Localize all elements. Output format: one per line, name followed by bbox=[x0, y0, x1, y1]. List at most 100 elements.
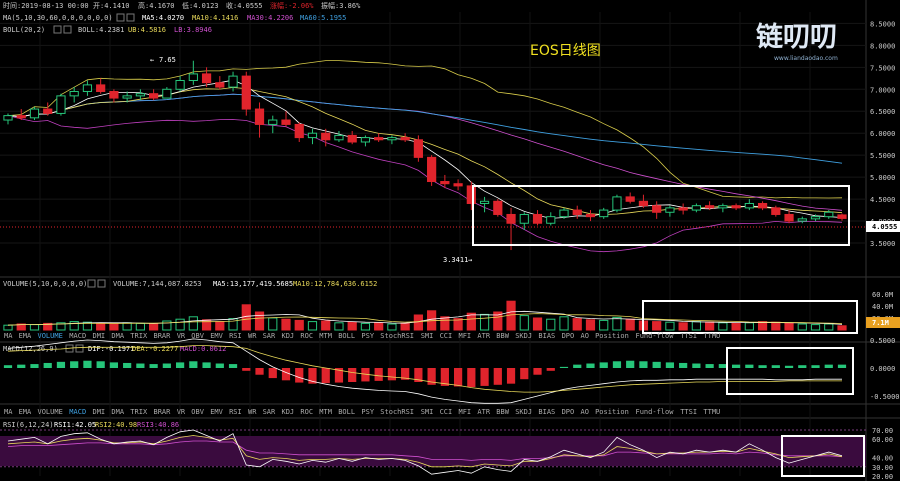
volume-close-icon[interactable] bbox=[97, 279, 106, 288]
macd-bar bbox=[83, 360, 92, 368]
indicator-tab[interactable]: BIAS bbox=[538, 408, 555, 416]
boll-settings-icon[interactable] bbox=[53, 25, 62, 34]
indicator-tab[interactable]: StochRSI bbox=[380, 332, 414, 340]
indicator-tab[interactable]: DMI bbox=[93, 408, 106, 416]
indicator-tab[interactable]: TRIX bbox=[130, 408, 148, 416]
candle-body bbox=[572, 209, 582, 215]
indicator-tab[interactable]: AO bbox=[581, 408, 589, 416]
indicator-tab[interactable]: VR bbox=[177, 408, 186, 416]
indicator-tab[interactable]: OBV bbox=[191, 332, 204, 340]
indicator-tabs-row-2[interactable]: MA EMA VOLUME MACD DMI DMA TRIX BRAR VR OBV EMV RSI… bbox=[4, 408, 720, 416]
indicator-tab[interactable]: VOLUME bbox=[38, 408, 63, 416]
indicator-tab[interactable]: SMI bbox=[421, 332, 434, 340]
indicator-tab[interactable]: TTSI bbox=[680, 332, 697, 340]
indicator-tab[interactable]: Position bbox=[595, 408, 629, 416]
indicator-tab[interactable]: BRAR bbox=[154, 408, 172, 416]
indicator-tab[interactable]: DMI bbox=[93, 332, 106, 340]
indicator-tab[interactable]: Fund-flow bbox=[636, 408, 675, 416]
indicator-tab[interactable]: ROC bbox=[300, 408, 313, 416]
indicator-tab[interactable]: BOLL bbox=[338, 332, 355, 340]
ma-settings-icon[interactable] bbox=[116, 13, 125, 22]
indicator-tab[interactable]: CCI bbox=[440, 408, 453, 416]
macd-bar bbox=[43, 362, 52, 368]
macd-bar bbox=[162, 363, 171, 368]
ma60-value: MA60:5.1955 bbox=[300, 14, 346, 22]
indicator-tab[interactable]: MA bbox=[4, 332, 13, 340]
indicator-tab[interactable]: SAR bbox=[263, 332, 276, 340]
indicator-tab[interactable]: SAR bbox=[263, 408, 276, 416]
indicator-tab[interactable]: PSY bbox=[361, 408, 374, 416]
indicator-tab[interactable]: TRIX bbox=[130, 332, 148, 340]
indicator-tab[interactable]: EMV bbox=[210, 408, 223, 416]
volume-ma-lines bbox=[7, 310, 843, 326]
macd-bar bbox=[96, 361, 105, 368]
indicator-tab[interactable]: CCI bbox=[440, 332, 453, 340]
candle-body bbox=[109, 90, 119, 99]
boll-lower-line bbox=[7, 115, 843, 253]
macd-bar bbox=[334, 368, 344, 383]
indicator-tab[interactable]: StochRSI bbox=[380, 408, 414, 416]
indicator-tab[interactable]: VOLUME bbox=[38, 332, 63, 340]
indicator-tab[interactable]: Fund-flow bbox=[636, 332, 675, 340]
indicator-tab[interactable]: MTM bbox=[319, 332, 332, 340]
indicator-tab[interactable]: MFI bbox=[459, 408, 472, 416]
indicator-tab[interactable]: KDJ bbox=[282, 332, 295, 340]
indicator-tab[interactable]: EMA bbox=[19, 408, 32, 416]
macd-bar bbox=[586, 363, 595, 368]
indicator-tab[interactable]: BIAS bbox=[538, 332, 555, 340]
indicator-tab[interactable]: SMI bbox=[421, 408, 434, 416]
indicator-tab[interactable]: WR bbox=[248, 332, 257, 340]
watermark-logo: 链叨叨 www.liandaodao.com bbox=[756, 21, 838, 62]
candles[interactable] bbox=[3, 60, 847, 251]
indicator-tab[interactable]: MFI bbox=[459, 332, 472, 340]
volume-settings-icon[interactable] bbox=[87, 279, 96, 288]
indicator-tab[interactable]: WR bbox=[248, 408, 257, 416]
indicator-tab[interactable]: TTMU bbox=[703, 408, 720, 416]
indicator-tab[interactable]: BBW bbox=[496, 408, 509, 416]
indicator-tab[interactable]: RSI bbox=[229, 332, 242, 340]
indicator-tab[interactable]: MACD bbox=[69, 332, 86, 340]
indicator-tab[interactable]: RSI bbox=[229, 408, 242, 416]
indicator-tab[interactable]: ROC bbox=[300, 332, 313, 340]
ma30-value: MA30:4.2206 bbox=[247, 14, 293, 22]
indicator-tab[interactable]: TTMU bbox=[703, 332, 720, 340]
indicator-tabs-row-1[interactable]: MA EMA VOLUME MACD DMI DMA TRIX BRAR VR OBV EMV RSI… bbox=[4, 332, 720, 340]
indicator-tab[interactable]: TTSI bbox=[680, 408, 697, 416]
indicator-tab[interactable]: DMA bbox=[111, 408, 124, 416]
indicator-tab[interactable]: SKDJ bbox=[515, 408, 532, 416]
indicator-tab[interactable]: ATR bbox=[477, 408, 490, 416]
indicator-tab[interactable]: EMA bbox=[19, 332, 32, 340]
macd-bar bbox=[626, 360, 635, 368]
rsi-highlight-box bbox=[781, 435, 865, 477]
indicator-tab[interactable]: MACD bbox=[69, 408, 86, 416]
indicator-tab[interactable]: DPO bbox=[562, 408, 575, 416]
indicator-tab[interactable]: SKDJ bbox=[515, 332, 532, 340]
boll-close-icon[interactable] bbox=[63, 25, 72, 34]
indicator-tab[interactable]: Position bbox=[595, 332, 629, 340]
boll-legend: BOLL(20,2) BOLL:4.2381 UB:4.5816 LB:3.89… bbox=[3, 25, 212, 34]
macd-bar bbox=[705, 364, 714, 368]
rsi-legend: RSI(6,12,24) RSI1:42.05 RSI2:40.98 RSI3:… bbox=[3, 421, 179, 429]
indicator-tab[interactable]: PSY bbox=[361, 332, 374, 340]
macd-bar bbox=[520, 368, 529, 380]
indicator-tab[interactable]: MTM bbox=[319, 408, 332, 416]
indicator-tab[interactable]: AO bbox=[581, 332, 589, 340]
macd-tick-label: 0.0000 bbox=[870, 365, 895, 373]
macd-bar bbox=[56, 361, 66, 368]
indicator-tab[interactable]: DPO bbox=[562, 332, 575, 340]
indicator-tab[interactable]: VR bbox=[177, 332, 186, 340]
macd-close-icon[interactable] bbox=[75, 344, 84, 353]
indicator-tab[interactable]: EMV bbox=[210, 332, 223, 340]
indicator-tab[interactable]: KDJ bbox=[282, 408, 295, 416]
indicator-tab[interactable]: BBW bbox=[496, 332, 509, 340]
indicator-tab[interactable]: ATR bbox=[477, 332, 490, 340]
ma-close-icon[interactable] bbox=[126, 13, 135, 22]
indicator-tab[interactable]: BOLL bbox=[338, 408, 355, 416]
price-tick-label: 6.0000 bbox=[870, 130, 895, 138]
indicator-tab[interactable]: DMA bbox=[111, 332, 124, 340]
indicator-tab[interactable]: MA bbox=[4, 408, 13, 416]
indicator-tab[interactable]: OBV bbox=[191, 408, 204, 416]
indicator-tab[interactable]: BRAR bbox=[154, 332, 172, 340]
macd-histogram bbox=[3, 360, 847, 388]
